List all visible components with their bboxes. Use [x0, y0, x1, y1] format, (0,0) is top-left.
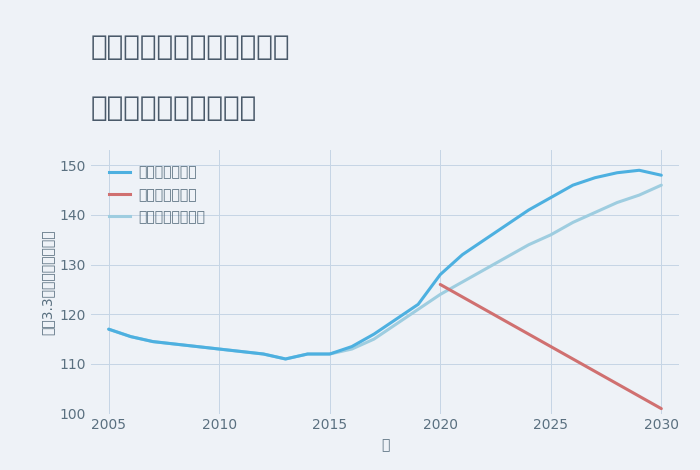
- ノーマルシナリオ: [171, 341, 179, 347]
- グッドシナリオ: [237, 349, 246, 354]
- グッドシナリオ: [480, 237, 489, 243]
- バッドシナリオ: [524, 331, 533, 337]
- ノーマルシナリオ: [458, 279, 467, 285]
- グッドシナリオ: [259, 351, 267, 357]
- ノーマルシナリオ: [281, 356, 290, 362]
- バッドシナリオ: [568, 356, 577, 362]
- ノーマルシナリオ: [326, 351, 334, 357]
- グッドシナリオ: [547, 195, 555, 200]
- グッドシナリオ: [436, 272, 445, 277]
- グッドシナリオ: [326, 351, 334, 357]
- グッドシナリオ: [348, 344, 356, 349]
- グッドシナリオ: [127, 334, 135, 339]
- Line: バッドシナリオ: バッドシナリオ: [440, 284, 662, 408]
- バッドシナリオ: [591, 368, 599, 374]
- グッドシナリオ: [414, 302, 422, 307]
- ノーマルシナリオ: [104, 326, 113, 332]
- Y-axis label: 坪（3.3㎡）単価（万円）: 坪（3.3㎡）単価（万円）: [40, 229, 54, 335]
- グッドシナリオ: [215, 346, 223, 352]
- Text: 中古戸建ての価格推移: 中古戸建ての価格推移: [91, 94, 258, 122]
- ノーマルシナリオ: [547, 232, 555, 238]
- ノーマルシナリオ: [591, 210, 599, 215]
- Legend: グッドシナリオ, バッドシナリオ, ノーマルシナリオ: グッドシナリオ, バッドシナリオ, ノーマルシナリオ: [104, 160, 211, 230]
- グッドシナリオ: [503, 222, 511, 227]
- バッドシナリオ: [503, 319, 511, 325]
- ノーマルシナリオ: [237, 349, 246, 354]
- ノーマルシナリオ: [414, 306, 422, 312]
- グッドシナリオ: [591, 175, 599, 180]
- グッドシナリオ: [370, 331, 378, 337]
- ノーマルシナリオ: [635, 192, 643, 198]
- Line: ノーマルシナリオ: ノーマルシナリオ: [108, 185, 662, 359]
- ノーマルシナリオ: [303, 351, 312, 357]
- グッドシナリオ: [613, 170, 622, 176]
- バッドシナリオ: [635, 393, 643, 399]
- ノーマルシナリオ: [613, 200, 622, 205]
- バッドシナリオ: [436, 282, 445, 287]
- グッドシナリオ: [193, 344, 202, 349]
- ノーマルシナリオ: [480, 267, 489, 273]
- ノーマルシナリオ: [524, 242, 533, 248]
- バッドシナリオ: [547, 344, 555, 349]
- グッドシナリオ: [392, 316, 400, 322]
- ノーマルシナリオ: [568, 219, 577, 225]
- ノーマルシナリオ: [348, 346, 356, 352]
- X-axis label: 年: 年: [381, 438, 389, 452]
- ノーマルシナリオ: [657, 182, 666, 188]
- Text: 兵庫県西宮市津門宝津町の: 兵庫県西宮市津門宝津町の: [91, 33, 290, 61]
- バッドシナリオ: [657, 406, 666, 411]
- ノーマルシナリオ: [215, 346, 223, 352]
- グッドシナリオ: [458, 252, 467, 258]
- グッドシナリオ: [635, 167, 643, 173]
- ノーマルシナリオ: [193, 344, 202, 349]
- バッドシナリオ: [458, 294, 467, 300]
- Line: グッドシナリオ: グッドシナリオ: [108, 170, 662, 359]
- バッドシナリオ: [480, 306, 489, 312]
- グッドシナリオ: [104, 326, 113, 332]
- ノーマルシナリオ: [259, 351, 267, 357]
- グッドシナリオ: [303, 351, 312, 357]
- ノーマルシナリオ: [370, 337, 378, 342]
- グッドシナリオ: [171, 341, 179, 347]
- グッドシナリオ: [657, 172, 666, 178]
- バッドシナリオ: [613, 381, 622, 387]
- ノーマルシナリオ: [436, 291, 445, 297]
- ノーマルシナリオ: [503, 254, 511, 260]
- ノーマルシナリオ: [148, 339, 157, 345]
- ノーマルシナリオ: [392, 321, 400, 327]
- グッドシナリオ: [148, 339, 157, 345]
- グッドシナリオ: [568, 182, 577, 188]
- グッドシナリオ: [524, 207, 533, 213]
- ノーマルシナリオ: [127, 334, 135, 339]
- グッドシナリオ: [281, 356, 290, 362]
